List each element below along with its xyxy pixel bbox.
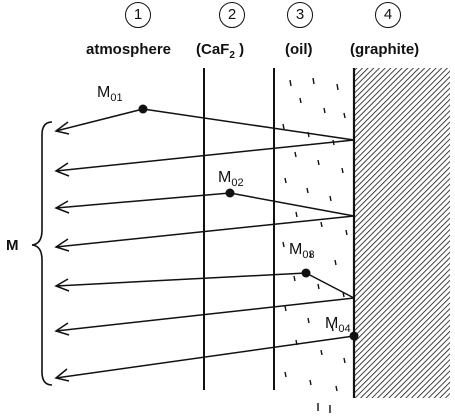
point-m02: [225, 188, 235, 198]
layer-1-name: atmosphere: [86, 41, 172, 58]
label-m01: M01: [97, 84, 123, 104]
label-m04: M04: [325, 315, 351, 335]
point-m03: [301, 268, 311, 278]
layer-1-number: 1: [125, 2, 151, 28]
layer-4-name: (graphite): [350, 41, 420, 58]
sum-label: M: [6, 237, 19, 254]
label-m02: M02: [218, 169, 244, 189]
layer-2-name: (CaF2 ): [196, 41, 245, 61]
label-m03: M03: [289, 241, 315, 261]
layer-2-number: 2: [219, 2, 245, 28]
emitted-rays: [55, 108, 355, 379]
point-m04: [349, 331, 359, 341]
layer-3-name: (oil): [285, 41, 313, 58]
sum-brace: [31, 121, 53, 386]
graphite-layer: [354, 68, 450, 398]
point-m01: [138, 104, 148, 114]
layer-4-number: 4: [375, 2, 401, 28]
incident-rays: [142, 108, 355, 299]
layer-3-number: 3: [287, 2, 313, 28]
arrow-heads: [54, 121, 70, 382]
